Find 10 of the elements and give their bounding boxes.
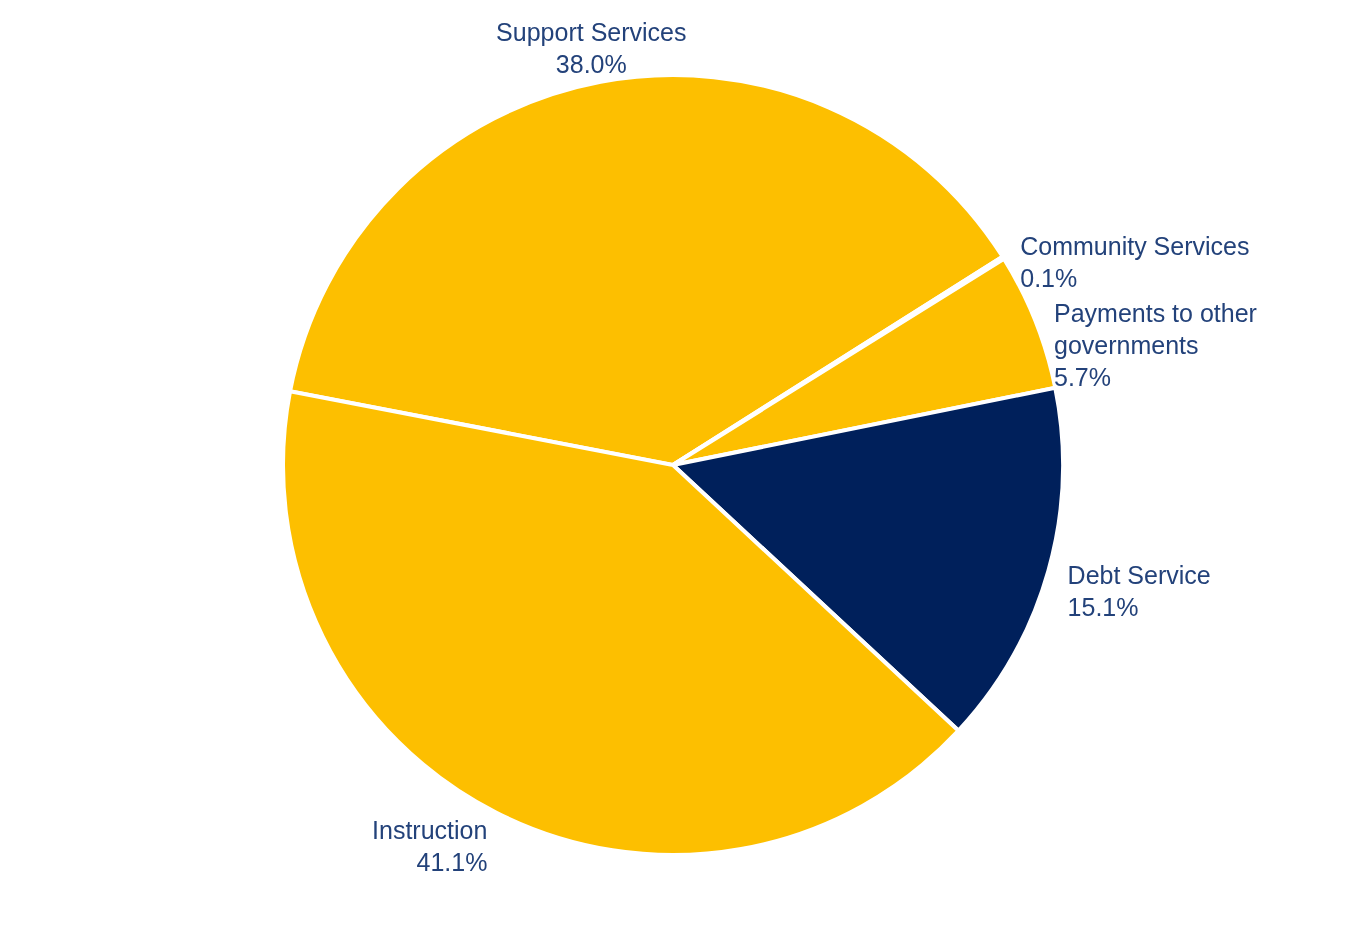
slice-label: Community Services <box>1020 232 1250 261</box>
slice-label: Support Services <box>496 17 687 46</box>
data-label: 38.0% <box>555 49 627 78</box>
slice-label: Debt Service <box>1067 561 1211 590</box>
slice-label: Instruction <box>372 815 488 844</box>
data-label: 15.1% <box>1067 593 1139 622</box>
data-label: 5.7% <box>1054 362 1111 391</box>
data-label: 0.1% <box>1020 264 1078 293</box>
data-label: 41.1% <box>416 847 488 876</box>
slice-label: Payments to other governments <box>1054 298 1257 359</box>
